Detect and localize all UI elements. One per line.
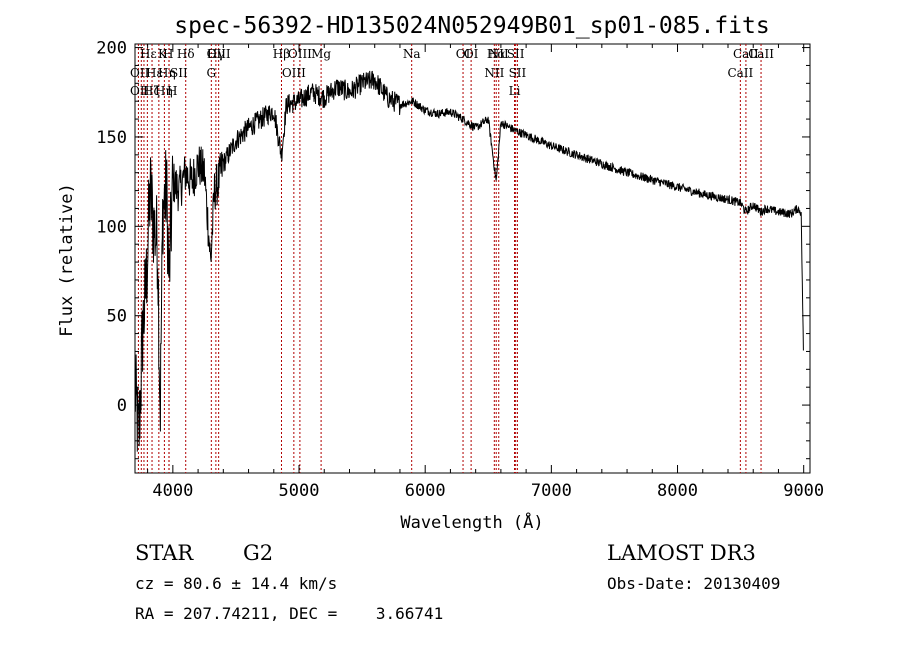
survey-name: LAMOST DR3	[607, 541, 756, 565]
line-label: Hη	[158, 66, 176, 80]
x-tick-label: 8000	[657, 481, 698, 501]
y-tick-label: 200	[96, 39, 127, 59]
line-label: NII	[484, 66, 504, 80]
spectral-line-markers	[137, 44, 762, 473]
spectrum-line	[134, 70, 804, 452]
line-label: SII	[507, 47, 525, 61]
line-label: K	[158, 47, 168, 61]
line-label: Hβ	[273, 47, 290, 61]
line-label: Mg	[311, 47, 331, 61]
spectral-subclass: G2	[243, 541, 273, 565]
line-label: SII	[170, 66, 188, 80]
x-axis-ticks: 4000 5000 6000 7000 8000 9000	[147, 44, 824, 501]
line-label: Hη	[155, 84, 173, 98]
coordinates: RA = 207.74211, DEC = 3.66741	[135, 604, 443, 623]
line-label: OIII	[207, 47, 231, 61]
plot-frame	[134, 43, 811, 474]
line-label: OI	[456, 47, 471, 61]
line-label: OII	[130, 66, 150, 80]
line-label: Hε	[146, 66, 163, 80]
line-label: Li	[509, 84, 521, 98]
redshift-velocity: cz = 80.6 ± 14.4 km/s	[135, 574, 337, 593]
line-label: SII	[509, 66, 527, 80]
line-label: Hζ	[143, 84, 160, 98]
line-label: OIII	[288, 47, 312, 61]
y-tick-label: 0	[117, 396, 127, 416]
line-label: Hα	[487, 47, 506, 61]
y-tick-label: 50	[107, 307, 127, 327]
line-label: Hγ	[207, 47, 225, 61]
x-tick-label: 4000	[152, 481, 193, 501]
line-label: Na	[403, 47, 421, 61]
line-label: OII	[130, 84, 150, 98]
line-label: CaII	[748, 47, 774, 61]
x-tick-label: 9000	[783, 481, 824, 501]
line-label: OIII	[282, 66, 306, 80]
line-label: Hδ	[177, 47, 195, 61]
line-label: H	[167, 84, 177, 98]
line-label: NII	[489, 47, 509, 61]
chart-title: spec-56392-HD135024N052949B01_sp01-085.f…	[174, 13, 769, 39]
x-tick-label: 5000	[279, 481, 320, 501]
line-label: Hε	[140, 47, 157, 61]
x-axis-label: Wavelength (Å)	[400, 511, 543, 533]
line-label: CaII	[733, 47, 759, 61]
y-axis-ticks: 0 50 100 150 200	[96, 39, 810, 460]
line-label: OI	[464, 47, 479, 61]
x-tick-label: 7000	[531, 481, 572, 501]
y-tick-label: 100	[96, 217, 127, 237]
y-tick-label: 150	[96, 128, 127, 148]
y-axis-label: Flux (relative)	[57, 183, 77, 337]
line-label: CaII	[727, 66, 753, 80]
observation-date: Obs-Date: 20130409	[607, 574, 780, 593]
line-label: H	[163, 47, 173, 61]
x-tick-label: 6000	[405, 481, 446, 501]
object-type: STAR	[135, 541, 194, 565]
line-label: G	[207, 66, 217, 80]
